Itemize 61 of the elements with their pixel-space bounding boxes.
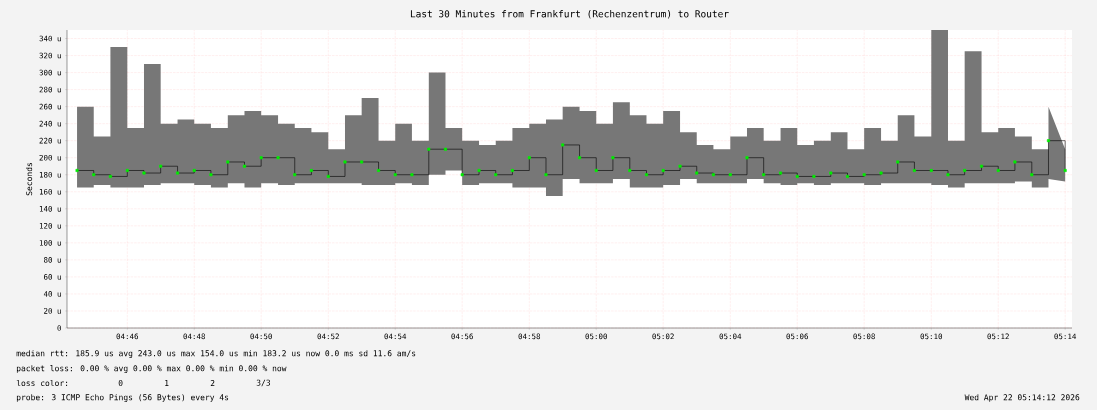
- point: [326, 174, 330, 178]
- point: [862, 173, 866, 177]
- point: [92, 173, 96, 177]
- point: [896, 160, 900, 164]
- point: [929, 168, 933, 172]
- point: [209, 173, 213, 177]
- point: [242, 164, 246, 168]
- point: [176, 171, 180, 175]
- point: [460, 173, 464, 177]
- point: [695, 171, 699, 175]
- point: [159, 164, 163, 168]
- point: [1063, 168, 1067, 172]
- point: [276, 156, 280, 160]
- point: [527, 156, 531, 160]
- point: [393, 173, 397, 177]
- point: [795, 174, 799, 178]
- point: [293, 173, 297, 177]
- point: [410, 173, 414, 177]
- point: [678, 164, 682, 168]
- point: [879, 171, 883, 175]
- point: [125, 168, 129, 172]
- point: [544, 173, 548, 177]
- point: [611, 156, 615, 160]
- point: [578, 156, 582, 160]
- point: [812, 174, 816, 178]
- point: [980, 164, 984, 168]
- point: [477, 168, 481, 172]
- point: [192, 168, 196, 172]
- point: [912, 168, 916, 172]
- point: [745, 156, 749, 160]
- point: [259, 156, 263, 160]
- point: [963, 168, 967, 172]
- point: [309, 168, 313, 172]
- point: [75, 168, 79, 172]
- point: [226, 160, 230, 164]
- point: [644, 173, 648, 177]
- point: [996, 168, 1000, 172]
- chart-title: Last 30 Minutes from Frankfurt (Rechenzentrum) to Router: [410, 10, 729, 19]
- point: [510, 168, 514, 172]
- point: [343, 160, 347, 164]
- point: [628, 168, 632, 172]
- point: [779, 171, 783, 175]
- point: [594, 168, 598, 172]
- point: [360, 160, 364, 164]
- point: [661, 168, 665, 172]
- point: [728, 173, 732, 177]
- point: [443, 147, 447, 151]
- point: [829, 171, 833, 175]
- point: [762, 173, 766, 177]
- point: [711, 173, 715, 177]
- point: [1046, 139, 1050, 143]
- point: [494, 173, 498, 177]
- point: [1013, 160, 1017, 164]
- point: [845, 174, 849, 178]
- point: [427, 147, 431, 151]
- point: [377, 168, 381, 172]
- point: [946, 173, 950, 177]
- point: [108, 174, 112, 178]
- point: [1030, 173, 1034, 177]
- point: [142, 171, 146, 175]
- point: [561, 143, 565, 147]
